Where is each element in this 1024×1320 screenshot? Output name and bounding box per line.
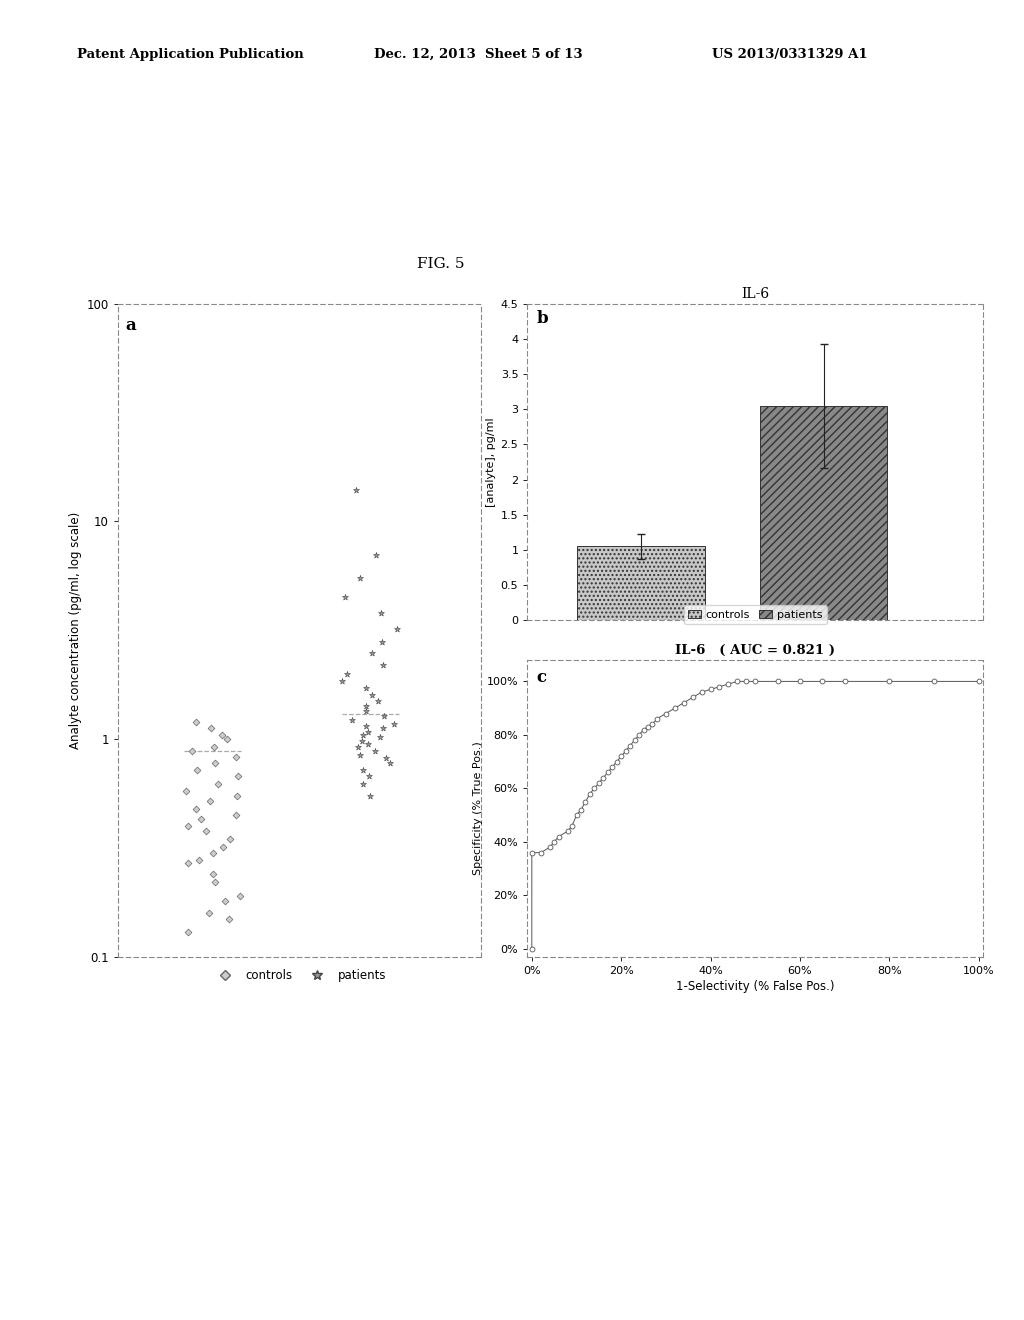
Point xyxy=(207,873,223,894)
Point xyxy=(189,760,206,781)
Point xyxy=(382,752,398,774)
Point xyxy=(357,677,374,698)
Point xyxy=(227,804,244,825)
Point xyxy=(361,785,378,807)
Title: IL-6   ( AUC = 0.821 ): IL-6 ( AUC = 0.821 ) xyxy=(675,644,836,657)
Point xyxy=(364,642,380,663)
Point xyxy=(179,816,196,837)
Point xyxy=(230,766,247,787)
Point xyxy=(386,713,402,734)
Point xyxy=(214,725,230,746)
Bar xyxy=(578,546,706,620)
Point xyxy=(361,766,378,787)
Point xyxy=(206,737,222,758)
Point xyxy=(207,752,223,774)
Point xyxy=(351,568,368,589)
Point xyxy=(220,908,237,929)
Point xyxy=(229,785,246,807)
Legend: controls, patients: controls, patients xyxy=(208,965,391,987)
Point xyxy=(359,734,376,755)
Point xyxy=(355,774,372,795)
Point xyxy=(375,718,391,739)
Point xyxy=(374,631,390,652)
Point xyxy=(202,791,218,812)
Point xyxy=(357,715,374,737)
Point xyxy=(337,586,353,607)
X-axis label: 1-Selectivity (% False Pos.): 1-Selectivity (% False Pos.) xyxy=(676,981,835,993)
Text: US 2013/0331329 A1: US 2013/0331329 A1 xyxy=(712,48,867,61)
Point xyxy=(373,602,389,623)
Point xyxy=(217,891,233,912)
Point xyxy=(355,760,372,781)
Point xyxy=(354,730,371,751)
Point xyxy=(355,725,372,746)
Y-axis label: [analyte], pg/ml: [analyte], pg/ml xyxy=(486,417,497,507)
Point xyxy=(368,545,384,566)
Point xyxy=(370,690,386,711)
Point xyxy=(358,696,375,717)
Point xyxy=(227,746,244,767)
Point xyxy=(378,747,394,768)
Point xyxy=(205,842,221,863)
Title: IL-6: IL-6 xyxy=(741,286,769,301)
Point xyxy=(203,718,219,739)
Point xyxy=(180,921,197,942)
Y-axis label: Analyte concentration (pg/ml, log scale): Analyte concentration (pg/ml, log scale) xyxy=(70,512,82,748)
Point xyxy=(180,853,197,874)
Point xyxy=(221,828,238,849)
Legend: controls, patients: controls, patients xyxy=(684,606,826,624)
Point xyxy=(201,902,217,923)
Point xyxy=(191,849,208,870)
Y-axis label: Specificity (% True Pos.): Specificity (% True Pos.) xyxy=(472,742,482,875)
Point xyxy=(177,780,194,801)
Point xyxy=(367,741,383,762)
Point xyxy=(388,619,404,640)
Text: b: b xyxy=(537,310,548,327)
Text: Patent Application Publication: Patent Application Publication xyxy=(77,48,303,61)
Text: c: c xyxy=(537,669,547,686)
Text: FIG. 5: FIG. 5 xyxy=(417,257,464,272)
Point xyxy=(231,886,248,907)
Point xyxy=(350,737,367,758)
Point xyxy=(183,741,200,762)
Point xyxy=(210,774,226,795)
Point xyxy=(344,710,360,731)
Point xyxy=(219,729,236,750)
Point xyxy=(364,684,380,705)
Text: a: a xyxy=(125,317,136,334)
Text: Dec. 12, 2013  Sheet 5 of 13: Dec. 12, 2013 Sheet 5 of 13 xyxy=(374,48,583,61)
Point xyxy=(198,820,214,841)
Point xyxy=(376,705,392,726)
Point xyxy=(205,863,221,884)
Point xyxy=(360,721,377,742)
Point xyxy=(339,663,355,684)
Point xyxy=(193,808,209,829)
Point xyxy=(188,799,205,820)
Point xyxy=(375,655,391,676)
Point xyxy=(187,711,204,733)
Point xyxy=(334,671,350,692)
Point xyxy=(215,837,231,858)
Bar xyxy=(760,405,888,620)
Point xyxy=(347,479,364,500)
Point xyxy=(372,727,388,748)
Point xyxy=(352,744,369,766)
Point xyxy=(358,700,375,721)
